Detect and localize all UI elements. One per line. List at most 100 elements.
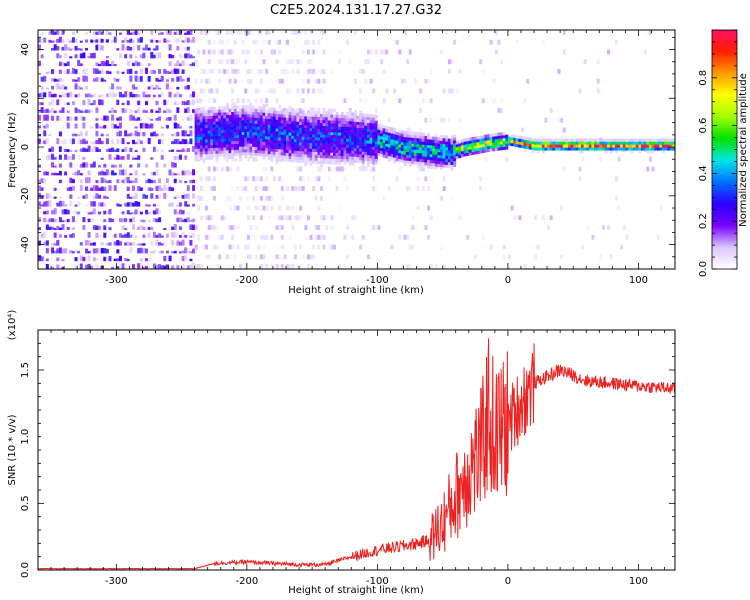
spectrogram-cell bbox=[105, 70, 109, 74]
spectrogram-cell bbox=[278, 113, 282, 118]
spectrogram-cell bbox=[113, 36, 117, 43]
spectrogram-cell bbox=[121, 263, 125, 269]
spectrogram-cell bbox=[395, 134, 399, 138]
spectrogram-cell bbox=[312, 128, 316, 132]
spectrogram-cell bbox=[447, 159, 451, 163]
spectrogram-cell bbox=[406, 145, 410, 150]
spectrogram-cell bbox=[181, 239, 185, 246]
spectrogram-cell bbox=[100, 177, 104, 184]
spectrogram-cell bbox=[557, 144, 561, 148]
spectrogram-cell bbox=[270, 154, 274, 158]
spectrogram-cell bbox=[150, 123, 154, 129]
spectrogram-cell bbox=[186, 212, 190, 215]
spectrogram-cell bbox=[199, 145, 203, 149]
spectrogram-cell bbox=[262, 112, 266, 116]
spectrogram-cell bbox=[594, 147, 598, 151]
spectrogram-cell bbox=[356, 121, 360, 125]
spectrogram-cell bbox=[84, 76, 89, 82]
spectrogram-cell bbox=[523, 147, 527, 152]
spectrogram-cell bbox=[583, 144, 587, 148]
spectrogram-cell bbox=[549, 147, 553, 151]
spectrogram-cell bbox=[270, 133, 274, 137]
spectrogram-cell bbox=[225, 69, 229, 74]
spectrogram-cell bbox=[249, 122, 253, 127]
spectrogram-cell bbox=[346, 159, 350, 163]
spectrogram-cell bbox=[398, 144, 402, 148]
spectrogram-cell bbox=[596, 138, 600, 142]
spectrogram-cell bbox=[43, 232, 47, 238]
spectrogram-cell bbox=[262, 127, 266, 131]
spectrogram-cell bbox=[275, 151, 279, 155]
spectrogram-cell bbox=[129, 132, 133, 137]
spectrogram-cell bbox=[534, 215, 538, 221]
spectrogram-cell bbox=[361, 163, 365, 167]
spectrogram-cell bbox=[45, 263, 49, 269]
spectrogram-cell bbox=[322, 157, 326, 162]
spectrogram-cell bbox=[84, 148, 89, 152]
spectrogram-cell bbox=[500, 144, 504, 148]
spectrogram-cell bbox=[669, 144, 673, 148]
spectrogram-cell bbox=[333, 126, 337, 130]
spectrogram-cell bbox=[481, 138, 485, 142]
spectrogram-cell bbox=[267, 148, 271, 152]
spectrogram-cell bbox=[173, 178, 177, 184]
spectrogram-cell bbox=[239, 117, 243, 121]
spectrogram-cell bbox=[71, 133, 75, 137]
spectrogram-cell bbox=[270, 139, 274, 143]
spectrogram-cell bbox=[369, 119, 373, 124]
spectrogram-cell bbox=[197, 110, 201, 114]
spectrogram-cell bbox=[69, 56, 73, 59]
spectrogram-cell bbox=[61, 209, 65, 215]
spectrogram-cell bbox=[395, 152, 399, 156]
spectrogram-cell bbox=[220, 144, 224, 148]
spectrogram-cell bbox=[549, 215, 553, 221]
spectrogram-cell bbox=[656, 138, 660, 142]
spectrogram-cell bbox=[296, 115, 300, 119]
spectrogram-cell bbox=[635, 147, 639, 151]
spectrogram-cell bbox=[236, 152, 240, 156]
spectrogram-cell bbox=[338, 158, 342, 162]
spectrogram-cell bbox=[403, 130, 407, 135]
spectrogram-cell bbox=[202, 127, 206, 131]
spectrogram-cell bbox=[393, 142, 397, 146]
spectrogram-cell bbox=[562, 30, 566, 35]
spectrogram-cell bbox=[338, 138, 342, 142]
spectrogram-cell bbox=[64, 148, 68, 152]
spectrogram-cell bbox=[194, 59, 198, 65]
spectrogram-cell bbox=[147, 232, 151, 238]
spectrogram-cell bbox=[369, 158, 373, 162]
spectrogram-cell bbox=[390, 156, 394, 160]
spectrogram-cell bbox=[633, 147, 637, 151]
spectrogram-cell bbox=[314, 139, 318, 144]
spectrogram-cell bbox=[265, 124, 269, 128]
spectrogram-cell bbox=[487, 148, 491, 152]
spectrogram-cell bbox=[231, 140, 235, 145]
spectrogram-cell bbox=[442, 176, 446, 182]
spectrogram-cell bbox=[82, 138, 86, 145]
spectrogram-cell bbox=[421, 141, 425, 145]
spectrogram-cell bbox=[591, 138, 595, 142]
spectrogram-cell bbox=[147, 178, 151, 184]
spectrogram-cell bbox=[348, 121, 352, 125]
spectrogram-cell bbox=[66, 149, 70, 152]
spectrogram-cell bbox=[236, 225, 240, 230]
spectrogram-cell bbox=[147, 187, 151, 191]
spectrogram-cell bbox=[246, 110, 250, 115]
spectrogram-cell bbox=[291, 205, 295, 211]
spectrogram-cell bbox=[43, 114, 47, 121]
spectrogram-cell bbox=[158, 194, 162, 199]
spectrogram-cell bbox=[210, 112, 214, 116]
spectrogram-cell bbox=[366, 131, 370, 135]
spectrogram-cell bbox=[134, 70, 138, 74]
spectrogram-cell bbox=[379, 130, 384, 134]
spectrogram-cell bbox=[210, 127, 214, 131]
spectrogram-cell bbox=[340, 152, 344, 157]
spectrogram-cell bbox=[158, 87, 162, 90]
spectrogram-cell bbox=[617, 141, 621, 145]
spectrogram-cell bbox=[286, 88, 290, 94]
spectrogram-cell bbox=[419, 166, 423, 172]
spectrogram-cell bbox=[385, 137, 389, 141]
spectrogram-cell bbox=[288, 215, 292, 221]
spectrogram-cell bbox=[588, 141, 592, 145]
spectrogram-cell bbox=[377, 141, 381, 145]
